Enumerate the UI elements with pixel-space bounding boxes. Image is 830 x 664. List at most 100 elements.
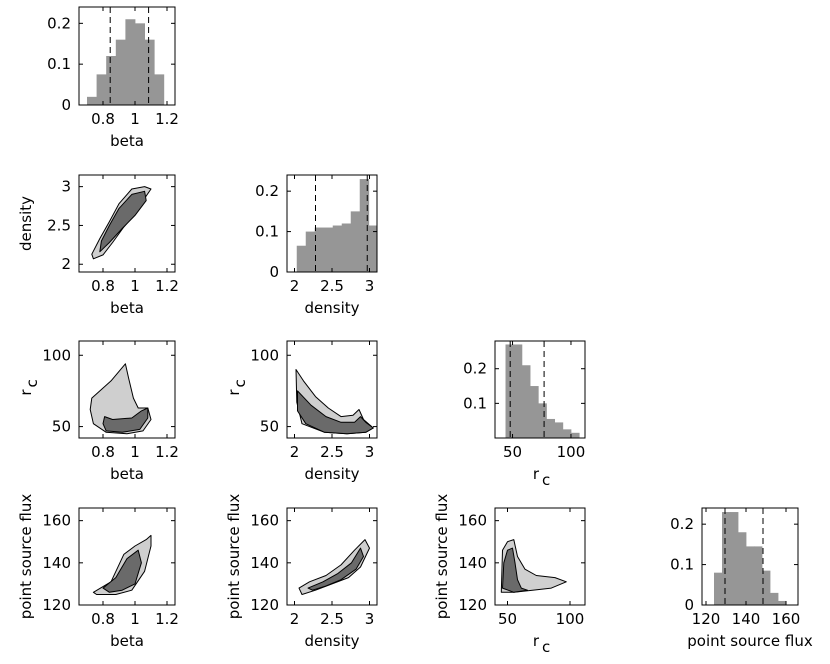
x-tick-label: 0.8 bbox=[91, 443, 115, 461]
y-tick-label: 0.1 bbox=[255, 223, 279, 241]
panel-hist-beta: 0.8 1 1.2 0 0.1 0.2 beta bbox=[47, 6, 179, 150]
plot-area bbox=[92, 534, 152, 595]
y-tick-label: 160 bbox=[458, 512, 487, 530]
x-tick-label: 2 bbox=[290, 443, 300, 461]
x-tick-label: 120 bbox=[692, 610, 721, 628]
y-tick-label: 140 bbox=[250, 554, 279, 572]
histogram-bar bbox=[562, 429, 572, 438]
x-tick-label: 1.2 bbox=[155, 110, 179, 128]
histogram-bar bbox=[762, 570, 771, 605]
y-axis-label: density bbox=[17, 196, 35, 251]
histogram-bar bbox=[135, 23, 145, 105]
y-tick-label: 50 bbox=[52, 418, 71, 436]
y-tick-label: 0 bbox=[269, 263, 279, 281]
x-tick-label: 2 bbox=[290, 610, 300, 628]
y-tick-label: 2 bbox=[61, 255, 71, 273]
y-tick-label: 3 bbox=[61, 178, 71, 196]
y-axis-label: point source flux bbox=[225, 494, 243, 620]
x-tick-label: 160 bbox=[772, 610, 801, 628]
y-tick-label: 0 bbox=[684, 596, 694, 614]
y-tick-label: 0.1 bbox=[463, 394, 487, 412]
x-tick-label: 3 bbox=[365, 610, 375, 628]
plot-area bbox=[298, 539, 370, 595]
histogram-bar bbox=[746, 546, 755, 605]
y-tick-label: 160 bbox=[42, 512, 71, 530]
plot-area bbox=[500, 539, 567, 593]
x-tick-label: 100 bbox=[556, 610, 585, 628]
histogram-bar bbox=[770, 592, 779, 605]
y-tick-label: 120 bbox=[42, 596, 71, 614]
y-axis-label: point source flux bbox=[17, 494, 35, 620]
x-axis-label: density bbox=[305, 465, 360, 483]
y-tick-label: 100 bbox=[250, 346, 279, 364]
y-axis-label: r bbox=[17, 389, 35, 396]
x-tick-label: 1.2 bbox=[155, 443, 179, 461]
plot-area bbox=[296, 175, 377, 272]
axes-frame bbox=[78, 174, 176, 273]
x-axis-label: r bbox=[533, 465, 540, 483]
axes-frame bbox=[494, 507, 586, 606]
panel-contour-beta-flux: 0.8 1 1.2 120 140 160 beta point source flux bbox=[17, 494, 179, 650]
histogram-bar bbox=[305, 231, 316, 272]
y-tick-label: 0.1 bbox=[47, 55, 71, 73]
histogram-bar bbox=[96, 74, 107, 105]
y-tick-label: 0.1 bbox=[670, 556, 694, 574]
histogram-bar bbox=[115, 39, 126, 105]
x-tick-label: 3 bbox=[365, 277, 375, 295]
histogram-bar bbox=[513, 344, 523, 438]
inner-contour bbox=[307, 547, 364, 591]
histogram-bar bbox=[350, 211, 361, 272]
x-tick-label: 2 bbox=[290, 277, 300, 295]
y-tick-label: 140 bbox=[458, 554, 487, 572]
y-tick-label: 100 bbox=[42, 346, 71, 364]
histogram-bar bbox=[359, 179, 370, 272]
axes-frame bbox=[494, 340, 586, 439]
x-tick-label: 3 bbox=[365, 443, 375, 461]
plot-area bbox=[505, 341, 580, 438]
plot-area bbox=[91, 186, 152, 260]
histogram-bar bbox=[87, 96, 97, 105]
outer-contour bbox=[298, 539, 370, 595]
panel-hist-flux: 120 140 160 0 0.1 0.2 point source flux bbox=[670, 507, 813, 650]
histogram-bar bbox=[722, 512, 731, 605]
histogram-bar bbox=[106, 56, 117, 105]
panel-contour-beta-density: 0.8 1 1.2 2 2.5 3 beta density bbox=[17, 174, 179, 317]
panel-hist-density: 2 2.5 3 0 0.1 0.2 density bbox=[255, 174, 378, 317]
x-tick-label: 1 bbox=[130, 277, 140, 295]
histogram-bar bbox=[546, 418, 556, 438]
histogram-bar bbox=[144, 39, 155, 105]
x-axis-label-subscript: c bbox=[542, 471, 550, 489]
panel-contour-density-rc: 2 2.5 3 50 100 density rc bbox=[225, 340, 378, 483]
x-tick-label: 100 bbox=[557, 443, 586, 461]
y-axis-label-subscript: c bbox=[23, 379, 41, 387]
histogram-bar bbox=[154, 74, 165, 105]
x-tick-label: 50 bbox=[498, 610, 517, 628]
panel-contour-beta-rc: 0.8 1 1.2 50 100 beta rc bbox=[17, 340, 179, 483]
axes-frame bbox=[78, 6, 176, 106]
y-tick-label: 0.2 bbox=[47, 14, 71, 32]
x-axis-label: density bbox=[305, 299, 360, 317]
y-axis-label-group: rc bbox=[225, 379, 249, 395]
x-tick-label: 50 bbox=[503, 443, 522, 461]
y-tick-label: 120 bbox=[250, 596, 279, 614]
inner-contour bbox=[297, 390, 374, 435]
y-tick-label: 0.2 bbox=[255, 182, 279, 200]
axes-frame bbox=[78, 507, 176, 606]
y-tick-label: 160 bbox=[250, 512, 279, 530]
axes-frame bbox=[701, 507, 799, 606]
y-tick-label: 0.2 bbox=[463, 360, 487, 378]
x-tick-label: 2.5 bbox=[320, 277, 344, 295]
histogram-bar bbox=[314, 227, 325, 272]
histogram-bar bbox=[554, 422, 564, 438]
x-axis-label: beta bbox=[110, 632, 144, 650]
x-tick-label: 0.8 bbox=[91, 110, 115, 128]
plot-area bbox=[89, 363, 152, 435]
x-axis-label: r bbox=[533, 632, 540, 650]
x-axis-label: point source flux bbox=[687, 632, 813, 650]
histogram-bar bbox=[341, 223, 352, 272]
axes-frame bbox=[78, 340, 176, 439]
x-tick-label: 0.8 bbox=[91, 277, 115, 295]
x-tick-label: 0.8 bbox=[91, 610, 115, 628]
x-axis-label: beta bbox=[110, 465, 144, 483]
